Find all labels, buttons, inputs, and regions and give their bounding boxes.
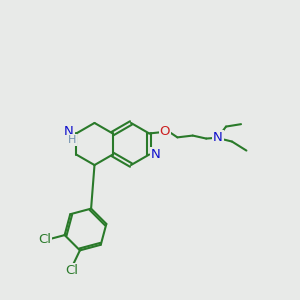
- Text: O: O: [160, 125, 170, 139]
- Text: H: H: [68, 135, 76, 145]
- Text: N: N: [151, 148, 161, 161]
- Text: N: N: [64, 125, 74, 139]
- Text: N: N: [213, 131, 223, 145]
- Text: Cl: Cl: [65, 264, 78, 277]
- Text: Cl: Cl: [38, 233, 51, 246]
